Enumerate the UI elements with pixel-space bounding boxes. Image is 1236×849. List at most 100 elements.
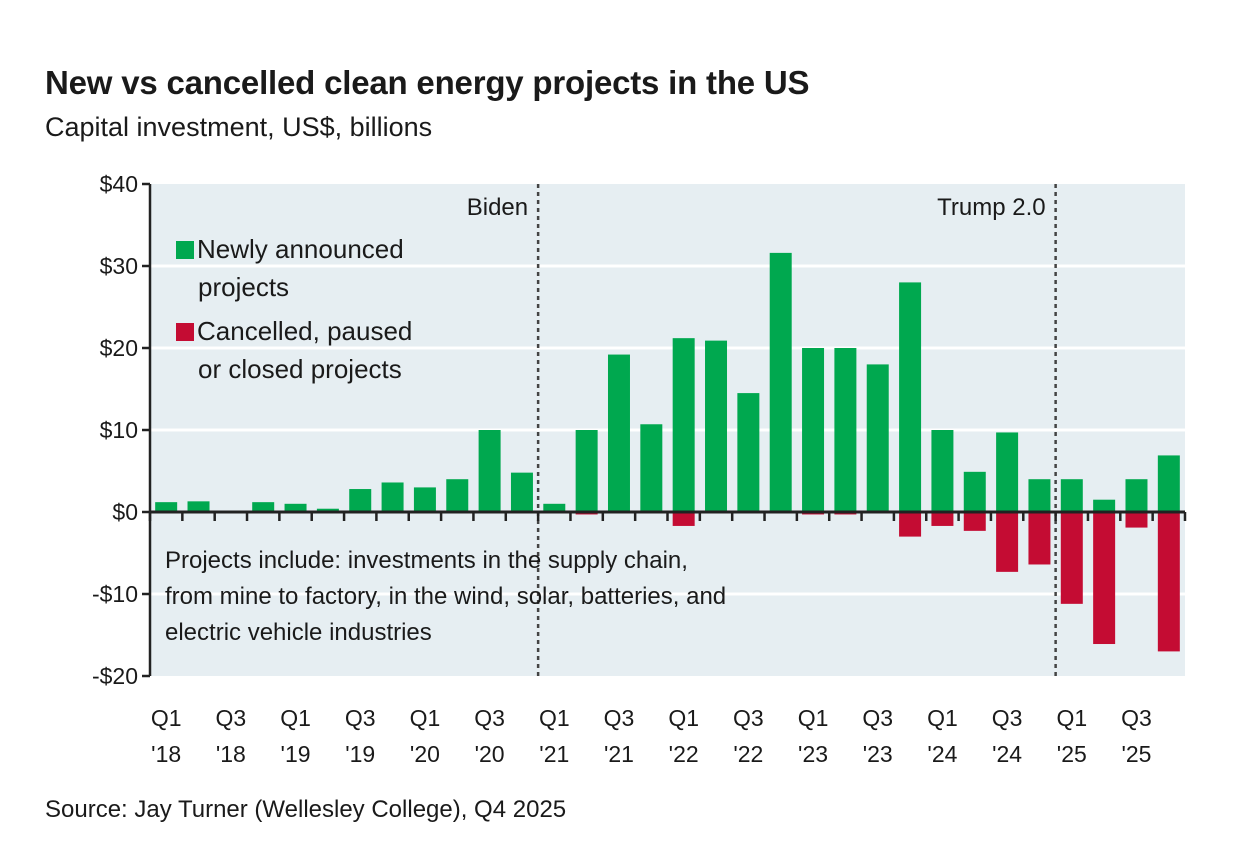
bar-cancelled (1157, 512, 1180, 652)
y-tick-label: $30 (100, 253, 138, 279)
x-tick-label: Q1 (1056, 705, 1087, 731)
y-tick-label: $0 (112, 499, 138, 525)
x-tick-label: '24 (927, 741, 957, 767)
bar-new (252, 502, 275, 512)
bars (155, 252, 1180, 652)
bar-new (963, 471, 986, 512)
bar-new (284, 503, 307, 512)
legend-label: Cancelled, paused (197, 316, 412, 346)
bar-new (155, 502, 178, 512)
note-line: Projects include: investments in the sup… (165, 547, 688, 574)
bar-new (1157, 455, 1180, 512)
bar-new (931, 430, 954, 512)
x-tick-label: '25 (1057, 741, 1087, 767)
x-tick-label: '21 (604, 741, 634, 767)
bar-new (899, 282, 922, 512)
x-tick-label: '21 (539, 741, 569, 767)
bar-new (543, 503, 566, 512)
bar-new (446, 479, 469, 512)
x-tick-label: Q3 (733, 705, 764, 731)
note-annotation: Projects include: investments in the sup… (165, 547, 726, 646)
bar-new (866, 364, 889, 512)
x-tick-label: Q1 (798, 705, 829, 731)
x-tick-label: Q3 (474, 705, 505, 731)
chart-title: New vs cancelled clean energy projects i… (45, 64, 810, 101)
bar-new (705, 340, 728, 512)
x-tick-label: '18 (216, 741, 246, 767)
bar-new (640, 424, 663, 512)
x-tick-label: '25 (1121, 741, 1151, 767)
bar-new (737, 393, 760, 512)
era-lines: Biden Trump 2.0 (467, 184, 1057, 676)
x-tick-label: Q3 (345, 705, 376, 731)
bar-cancelled (899, 512, 922, 537)
bar-cancelled (931, 512, 954, 526)
bar-new (802, 348, 825, 512)
x-tick-labels: Q1 '18 Q3 '18 Q1 '19 Q3 '19 Q1 '20 Q3 '20 Q1 '21 Q3 '21… (151, 705, 1152, 767)
bar-new (1028, 479, 1051, 512)
x-tick-label: '20 (475, 741, 505, 767)
x-tick-label: '22 (669, 741, 699, 767)
x-tick-label: '18 (151, 741, 181, 767)
legend-label: or closed projects (198, 354, 402, 384)
x-tick-label: '19 (345, 741, 375, 767)
bar-new (413, 487, 436, 512)
bar-new (996, 432, 1019, 512)
legend-swatch (176, 323, 194, 341)
x-tick-label: '23 (863, 741, 893, 767)
bar-new (187, 501, 210, 512)
legend-label: projects (198, 272, 289, 302)
x-tick-label: '24 (992, 741, 1022, 767)
era-label: Trump 2.0 (937, 194, 1045, 221)
x-tick-label: '23 (798, 741, 828, 767)
x-tick-label: '20 (410, 741, 440, 767)
x-tick-label: Q1 (539, 705, 570, 731)
chart-subtitle: Capital investment, US$, billions (45, 112, 433, 142)
bar-cancelled (1093, 512, 1116, 645)
x-tick-label: Q3 (1121, 705, 1152, 731)
bar-new (1125, 479, 1148, 512)
y-tick-label: $10 (100, 417, 138, 443)
era-label: Biden (467, 194, 528, 221)
x-tick-label: Q3 (862, 705, 893, 731)
x-tick-label: '19 (281, 741, 311, 767)
bar-new (316, 508, 339, 512)
x-tick-label: Q3 (216, 705, 247, 731)
bar-new (672, 338, 695, 512)
bar-new (381, 482, 404, 512)
y-tick-label: -$10 (92, 581, 138, 607)
x-tick-label: '22 (733, 741, 763, 767)
bar-cancelled (672, 512, 695, 526)
axes (142, 182, 1187, 678)
bar-new (478, 430, 501, 512)
note-line: from mine to factory, in the wind, solar… (165, 583, 726, 610)
x-tick-label: Q1 (927, 705, 958, 731)
y-tick-label: $20 (100, 335, 138, 361)
source-note: Source: Jay Turner (Wellesley College), … (45, 796, 567, 823)
note-line: electric vehicle industries (165, 619, 432, 646)
x-tick-label: Q1 (280, 705, 311, 731)
bar-new (1093, 499, 1116, 512)
bar-new (349, 489, 372, 512)
x-tick-label: Q1 (151, 705, 182, 731)
bar-new (769, 252, 792, 512)
bar-new (607, 354, 630, 512)
y-tick-labels: -$20 -$10 $0 $10 $20 $30 $40 (92, 171, 138, 689)
x-tick-label: Q3 (604, 705, 635, 731)
bar-new (575, 430, 598, 512)
legend-label: Newly announced (197, 234, 404, 264)
y-tick-label: -$20 (92, 663, 138, 689)
bar-new (1060, 479, 1083, 512)
legend: Newly announced projects Cancelled, paused… (176, 234, 412, 384)
bar-cancelled (963, 512, 986, 531)
bar-new (834, 348, 857, 512)
x-tick-label: Q1 (668, 705, 699, 731)
bar-new (510, 472, 533, 512)
x-tick-label: Q1 (410, 705, 441, 731)
legend-swatch (176, 241, 194, 259)
bar-cancelled (1028, 512, 1051, 565)
y-tick-label: $40 (100, 171, 138, 197)
gridlines (150, 264, 1185, 596)
bar-cancelled (1060, 512, 1083, 604)
